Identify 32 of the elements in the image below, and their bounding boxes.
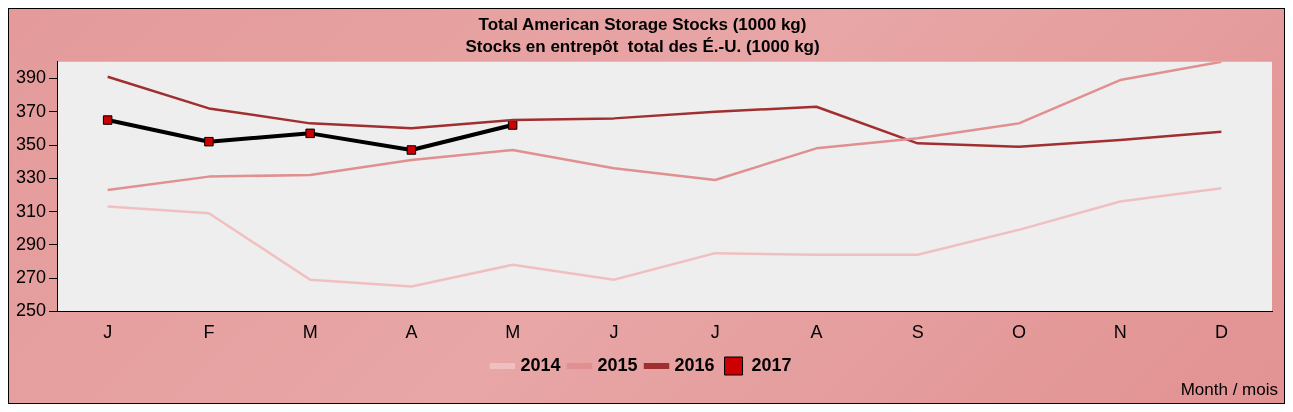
x-tick-label: J [103,322,113,343]
y-tick-label: 310 [15,200,47,221]
text: Month / mois [1180,380,1278,400]
legend-label: 2014 [520,354,561,375]
y-tick-label: 250 [15,300,47,321]
x-tick-label: D [1214,322,1228,343]
legend-label: 2017 [751,354,792,375]
y-tick-label: 290 [15,233,47,254]
chart-title: Total American Storage Stocks (1000 kg) [478,14,807,34]
y-tick-label: 350 [15,133,47,154]
x-tick-label: J [710,322,720,343]
y-tick-label: 330 [15,167,47,188]
legend-label: 2015 [597,354,638,375]
x-tick-label: S [911,322,924,343]
point [204,136,214,147]
x-tick-label: A [405,322,418,343]
point [406,145,417,155]
legend-label: 2016 [674,354,715,375]
x-tick-label: N [1113,322,1127,343]
x-tick-label: M [302,322,318,343]
x-tick-label: O [1011,322,1026,343]
point [102,115,113,125]
x-tick-label: A [810,322,823,343]
point [507,120,518,130]
y-tick-label: 390 [15,67,47,88]
y-tick-label: 270 [15,267,47,288]
y-tick-label: 370 [15,100,47,121]
x-tick-label: J [609,322,619,343]
x-tick-label: F [203,322,215,343]
point [305,128,315,139]
x-tick-label: M [505,322,521,343]
chart-subtitle: Stocks en entrepôt total des É.-U. (1000 kg) [465,37,820,57]
